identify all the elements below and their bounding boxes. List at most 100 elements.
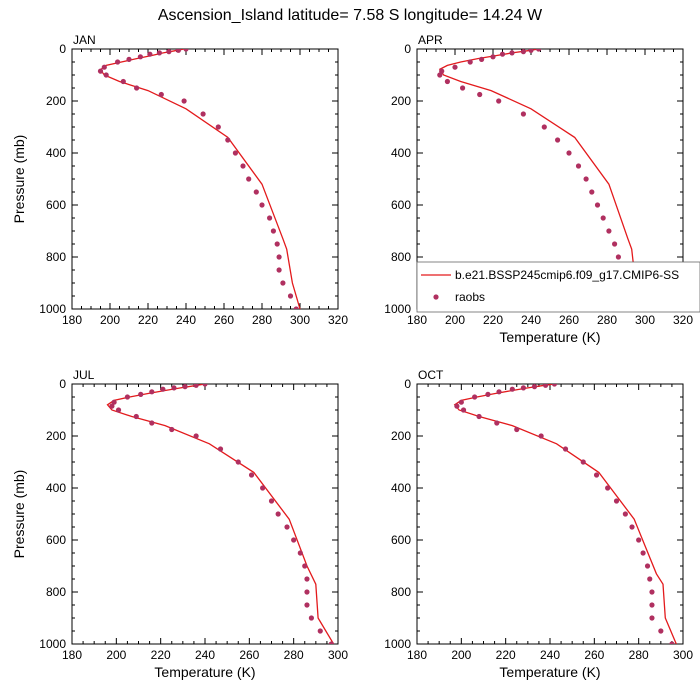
plot-frame xyxy=(71,48,339,310)
raobs-point xyxy=(109,403,115,409)
raobs-point xyxy=(636,537,642,543)
x-axis-label: Temperature (K) xyxy=(499,664,600,680)
raobs-point xyxy=(658,628,664,634)
raobs-point xyxy=(268,498,275,504)
y-tick-label: 800 xyxy=(46,585,66,599)
raobs-point xyxy=(612,241,618,247)
y-tick-label: 800 xyxy=(391,250,411,264)
raobs-point xyxy=(260,485,266,491)
raobs-point xyxy=(124,394,131,400)
raobs-point xyxy=(531,384,538,390)
raobs-point xyxy=(267,215,273,221)
raobs-point xyxy=(158,91,164,98)
x-tick-label: 300 xyxy=(290,313,310,327)
raobs-point xyxy=(467,59,473,65)
raobs-point xyxy=(629,524,635,530)
raobs-point xyxy=(528,49,534,53)
raobs-point xyxy=(555,137,561,143)
raobs-point xyxy=(304,576,310,582)
raobs-point xyxy=(514,426,520,433)
raobs-point xyxy=(580,459,586,465)
plot-area xyxy=(106,384,335,644)
raobs-point xyxy=(485,391,491,397)
raobs-point xyxy=(613,498,620,504)
raobs-point xyxy=(317,628,323,634)
model-series-line xyxy=(453,384,677,644)
raobs-point xyxy=(454,403,460,409)
y-tick-label: 800 xyxy=(46,250,66,264)
raobs-point xyxy=(115,407,122,413)
x-tick-label: 200 xyxy=(106,648,126,662)
raobs-point xyxy=(562,446,569,452)
y-tick-label: 0 xyxy=(404,42,411,56)
raobs-point xyxy=(477,91,483,98)
panels-container: 180 200 220 240 260 280 300 320 0 200 400 600 800 100… xyxy=(11,33,700,680)
raobs-point xyxy=(304,602,310,608)
raobs-point xyxy=(134,85,140,91)
y-tick-label: 200 xyxy=(46,429,66,443)
raobs-point xyxy=(589,189,595,195)
raobs-point xyxy=(111,399,117,405)
y-tick-label: 400 xyxy=(46,481,66,495)
raobs-point xyxy=(183,49,189,52)
model-series-line xyxy=(106,384,335,644)
raobs-point xyxy=(460,407,467,413)
raobs-point xyxy=(147,51,153,57)
raobs-point xyxy=(458,399,464,405)
raobs-point xyxy=(302,563,308,569)
raobs-point xyxy=(103,72,109,78)
raobs-point xyxy=(476,413,482,420)
legend-raobs-swatch xyxy=(433,294,439,300)
x-tick-label: 260 xyxy=(584,648,604,662)
model-series-line xyxy=(99,49,301,309)
raobs-point xyxy=(202,384,208,387)
y-axis-label: Pressure (mb) xyxy=(11,135,27,224)
panel-jan: 180 200 220 240 260 280 300 320 0 200 400 600 800 100… xyxy=(11,33,348,327)
raobs-point xyxy=(274,241,280,247)
plot-frame xyxy=(416,383,684,645)
raobs-point xyxy=(439,68,445,74)
raobs-point xyxy=(248,472,255,478)
x-tick-label: 260 xyxy=(214,313,234,327)
legend-box xyxy=(416,261,700,313)
raobs-point xyxy=(536,49,542,52)
raobs-point xyxy=(606,228,612,234)
raobs-point xyxy=(126,56,132,63)
y-axis-label: Pressure (mb) xyxy=(11,470,27,559)
y-tick-label: 1000 xyxy=(39,302,66,316)
y-tick-label: 200 xyxy=(46,94,66,108)
x-tick-label: 200 xyxy=(451,648,471,662)
raobs-point xyxy=(182,384,188,390)
raobs-point xyxy=(259,202,265,208)
raobs-point xyxy=(293,306,299,309)
raobs-point xyxy=(280,280,286,286)
raobs-point xyxy=(460,85,466,91)
raobs-point xyxy=(520,49,527,55)
raobs-point xyxy=(225,137,231,143)
y-tick-label: 0 xyxy=(59,377,66,391)
raobs-point xyxy=(169,426,175,433)
raobs-point xyxy=(437,72,443,78)
raobs-point xyxy=(647,576,653,582)
plot-area xyxy=(453,384,677,644)
raobs-point xyxy=(593,472,600,478)
raobs-point xyxy=(444,78,450,85)
x-tick-label: 240 xyxy=(540,648,560,662)
x-tick-label: 280 xyxy=(629,648,649,662)
x-tick-label: 220 xyxy=(138,313,158,327)
raobs-point xyxy=(217,446,224,452)
raobs-point xyxy=(101,64,107,70)
y-tick-label: 0 xyxy=(59,42,66,56)
raobs-point xyxy=(520,385,527,391)
raobs-point xyxy=(193,433,199,439)
raobs-point xyxy=(175,49,181,53)
x-tick-label: 300 xyxy=(328,648,348,662)
raobs-point xyxy=(605,485,611,491)
raobs-point xyxy=(138,391,144,397)
raobs-point xyxy=(600,215,606,221)
panel-label: JUL xyxy=(73,368,95,382)
raobs-point xyxy=(472,394,478,400)
raobs-point xyxy=(452,64,458,70)
x-tick-label: 280 xyxy=(252,313,272,327)
x-tick-label: 220 xyxy=(496,648,516,662)
